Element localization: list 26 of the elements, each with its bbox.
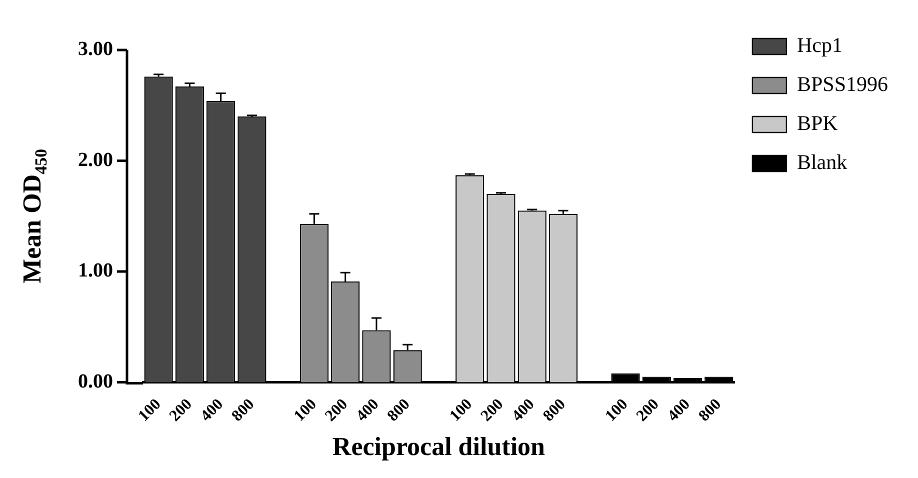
- x-axis-title: Reciprocal dilution: [332, 432, 546, 462]
- x-tick-label: 400: [198, 396, 227, 425]
- x-tick-label: 800: [384, 396, 414, 425]
- x-tick-label: 400: [508, 396, 538, 425]
- x-tick-label: 800: [696, 396, 725, 425]
- x-tick-label: 400: [664, 396, 694, 425]
- x-tick-label: 100: [446, 396, 476, 425]
- y-axis-title: Mean OD450: [18, 148, 50, 284]
- y-tick-label: 2.00: [78, 148, 113, 171]
- legend-label: BPSS1996: [796, 72, 888, 96]
- x-tick-label: 100: [135, 396, 164, 425]
- legend-label: Hcp1: [796, 33, 842, 58]
- y-tick-label: 3.00: [78, 38, 113, 60]
- x-tick-label: 200: [478, 396, 507, 425]
- x-tick-label: 400: [353, 396, 382, 425]
- x-tick-label: 800: [228, 396, 258, 425]
- x-tick-label: 200: [633, 396, 662, 425]
- x-tick-label: 100: [290, 396, 320, 425]
- x-tick-label: 800: [540, 396, 569, 425]
- x-tick-label: 200: [166, 396, 196, 425]
- x-tick-label: 100: [602, 396, 632, 425]
- y-tick-label: 1.00: [78, 260, 113, 282]
- legend-label: Blank: [796, 150, 848, 174]
- x-tick-label: 200: [322, 396, 352, 425]
- legend-label: BPK: [796, 111, 838, 136]
- y-tick-label: 0.00: [78, 370, 113, 392]
